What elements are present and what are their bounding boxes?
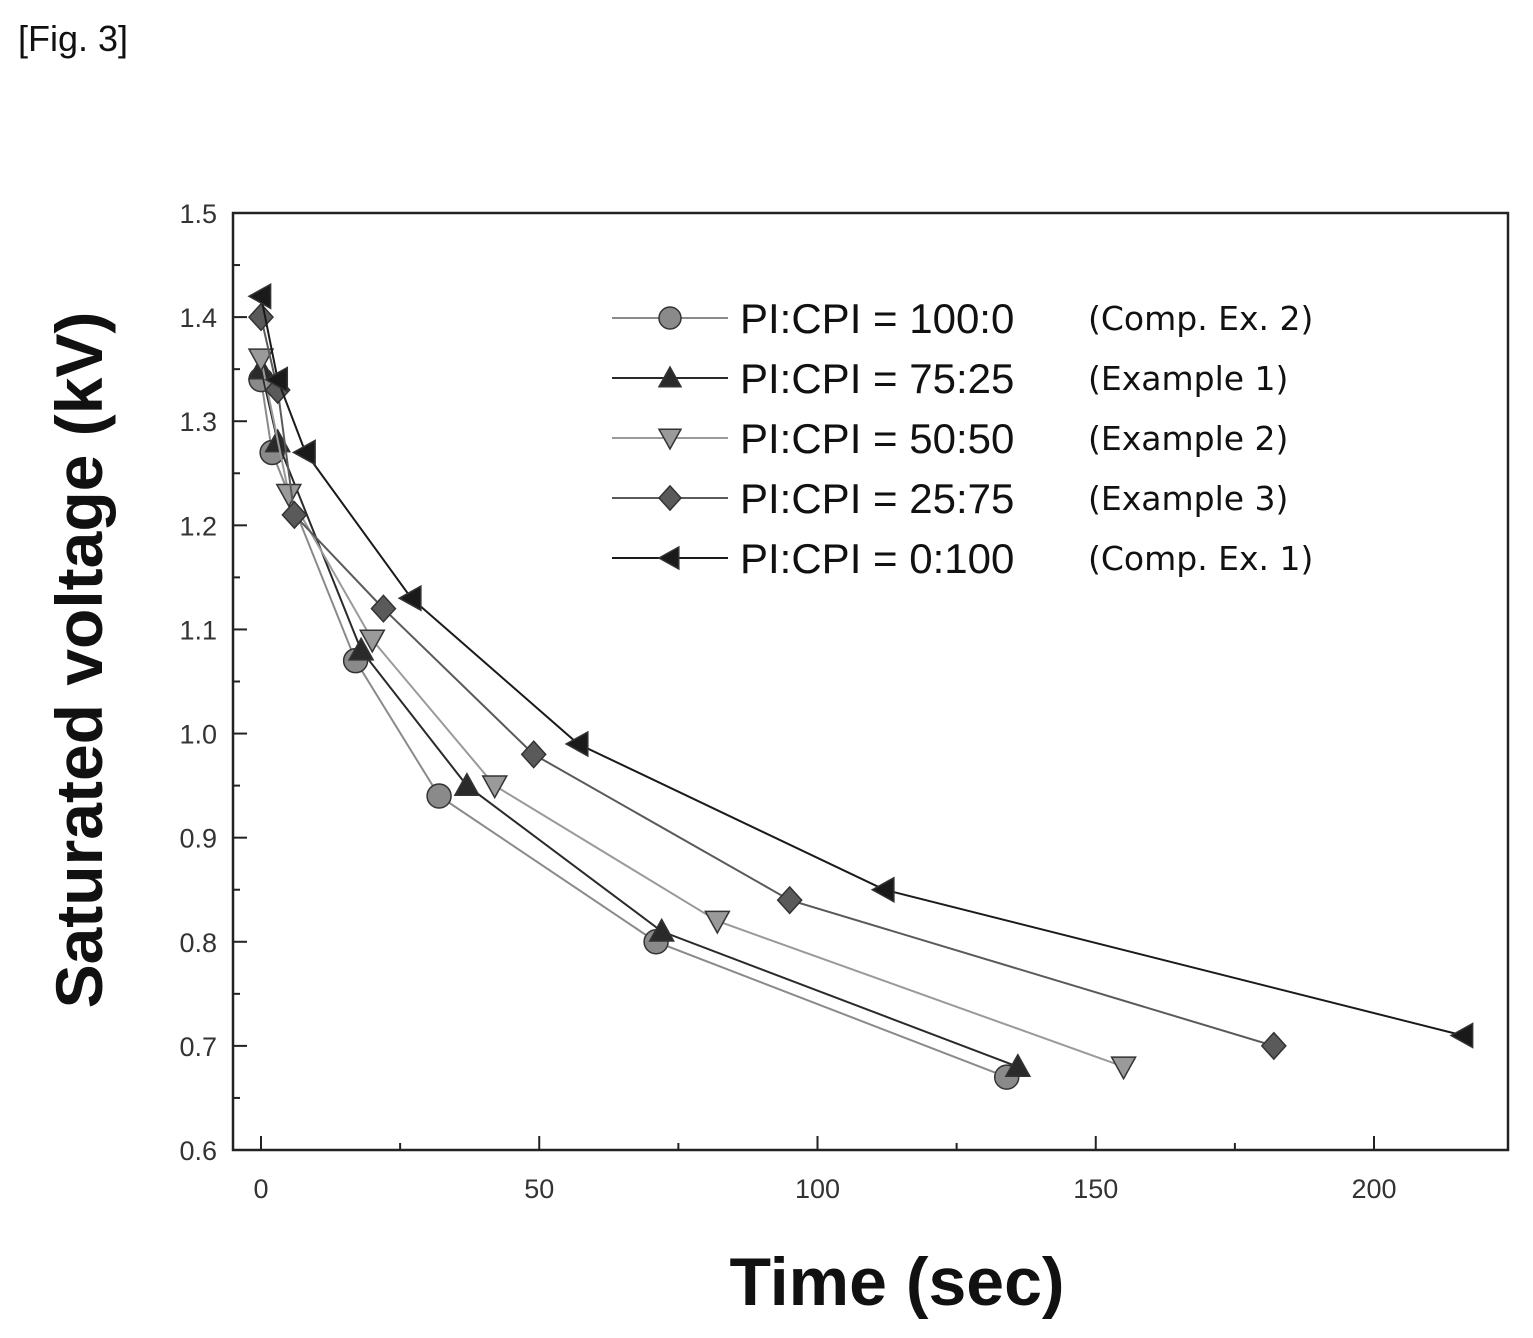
axis-ticks: 0 50 100 150 200 0.6 0.7 0.8 0.9 1.0 1.1 1.2 1.3 1.4 1… xyxy=(179,199,1396,1204)
legend-marker xyxy=(657,365,683,388)
data-point xyxy=(776,885,803,915)
data-point xyxy=(481,775,509,800)
legend-note: (Comp. Ex. 1) xyxy=(1088,539,1313,578)
data-point xyxy=(520,740,547,769)
data-point xyxy=(426,783,452,809)
legend: PI:CPI = 100:0 (Comp. Ex. 2) PI:CPI = 75:2… xyxy=(612,295,1313,582)
legend-note: (Example 1) xyxy=(1088,359,1288,398)
x-tick-label: 200 xyxy=(1351,1174,1396,1204)
x-tick-label: 150 xyxy=(1073,1174,1118,1204)
legend-entry-5: PI:CPI = 0:100 (Comp. Ex. 1) xyxy=(612,535,1313,582)
legend-entry-2: PI:CPI = 75:25 (Example 1) xyxy=(612,355,1288,402)
legend-note: (Example 2) xyxy=(1088,419,1288,458)
legend-marker xyxy=(657,428,683,451)
plot-frame xyxy=(231,211,1510,1152)
data-point xyxy=(247,348,275,373)
legend-label: PI:CPI = 100:0 xyxy=(740,295,1014,342)
data-point xyxy=(347,636,375,661)
data-point xyxy=(359,629,386,654)
legend-note: (Example 3) xyxy=(1088,479,1288,518)
series-2 xyxy=(247,355,1032,1078)
legend-label: PI:CPI = 50:50 xyxy=(740,415,1014,462)
data-point xyxy=(264,366,289,393)
legend-label: PI:CPI = 25:75 xyxy=(740,475,1014,522)
legend-marker xyxy=(657,545,680,571)
data-point xyxy=(397,584,422,612)
legend-entry-4: PI:CPI = 25:75 (Example 3) xyxy=(612,475,1288,522)
data-point xyxy=(870,876,895,903)
legend-entry-3: PI:CPI = 50:50 (Example 2) xyxy=(612,415,1288,462)
data-point xyxy=(453,772,481,796)
data-point xyxy=(704,910,731,935)
x-axis-title: Time (sec) xyxy=(729,1244,1064,1320)
data-point xyxy=(291,439,316,466)
y-axis-title: Saturated voltage (kV) xyxy=(42,312,116,1009)
data-point xyxy=(1004,1053,1032,1078)
series-3 xyxy=(247,348,1137,1081)
x-tick-label: 50 xyxy=(524,1174,554,1204)
y-tick-label: 1.1 xyxy=(179,615,217,645)
x-tick-label: 0 xyxy=(253,1174,268,1204)
y-tick-label: 1.0 xyxy=(179,720,217,750)
series-layer xyxy=(247,283,1474,1090)
legend-label: PI:CPI = 75:25 xyxy=(740,355,1014,402)
data-point xyxy=(1110,1056,1137,1081)
data-point xyxy=(1260,1031,1287,1061)
y-tick-label: 1.5 xyxy=(179,199,217,229)
y-tick-label: 0.6 xyxy=(179,1136,217,1166)
y-tick-label: 0.9 xyxy=(179,824,217,854)
series-line xyxy=(260,368,1019,1068)
legend-label: PI:CPI = 0:100 xyxy=(740,535,1014,582)
data-point xyxy=(370,594,397,623)
data-point xyxy=(1449,1022,1474,1049)
series-line xyxy=(260,358,1124,1068)
series-5 xyxy=(247,283,1474,1049)
y-tick-label: 0.8 xyxy=(179,928,217,958)
legend-entry-1: PI:CPI = 100:0 (Comp. Ex. 2) xyxy=(612,295,1313,342)
data-point xyxy=(275,483,303,508)
y-tick-label: 1.4 xyxy=(179,303,217,333)
data-point xyxy=(564,730,589,758)
data-point xyxy=(247,283,272,310)
figure-label: [Fig. 3] xyxy=(18,18,129,59)
data-point xyxy=(281,500,308,530)
data-point xyxy=(648,917,675,942)
legend-marker xyxy=(657,484,683,512)
y-tick-label: 0.7 xyxy=(179,1032,217,1062)
y-tick-label: 1.3 xyxy=(179,407,217,437)
legend-marker xyxy=(658,306,682,330)
x-tick-label: 100 xyxy=(795,1174,840,1204)
legend-note: (Comp. Ex. 2) xyxy=(1088,299,1313,338)
y-tick-label: 1.2 xyxy=(179,511,217,541)
